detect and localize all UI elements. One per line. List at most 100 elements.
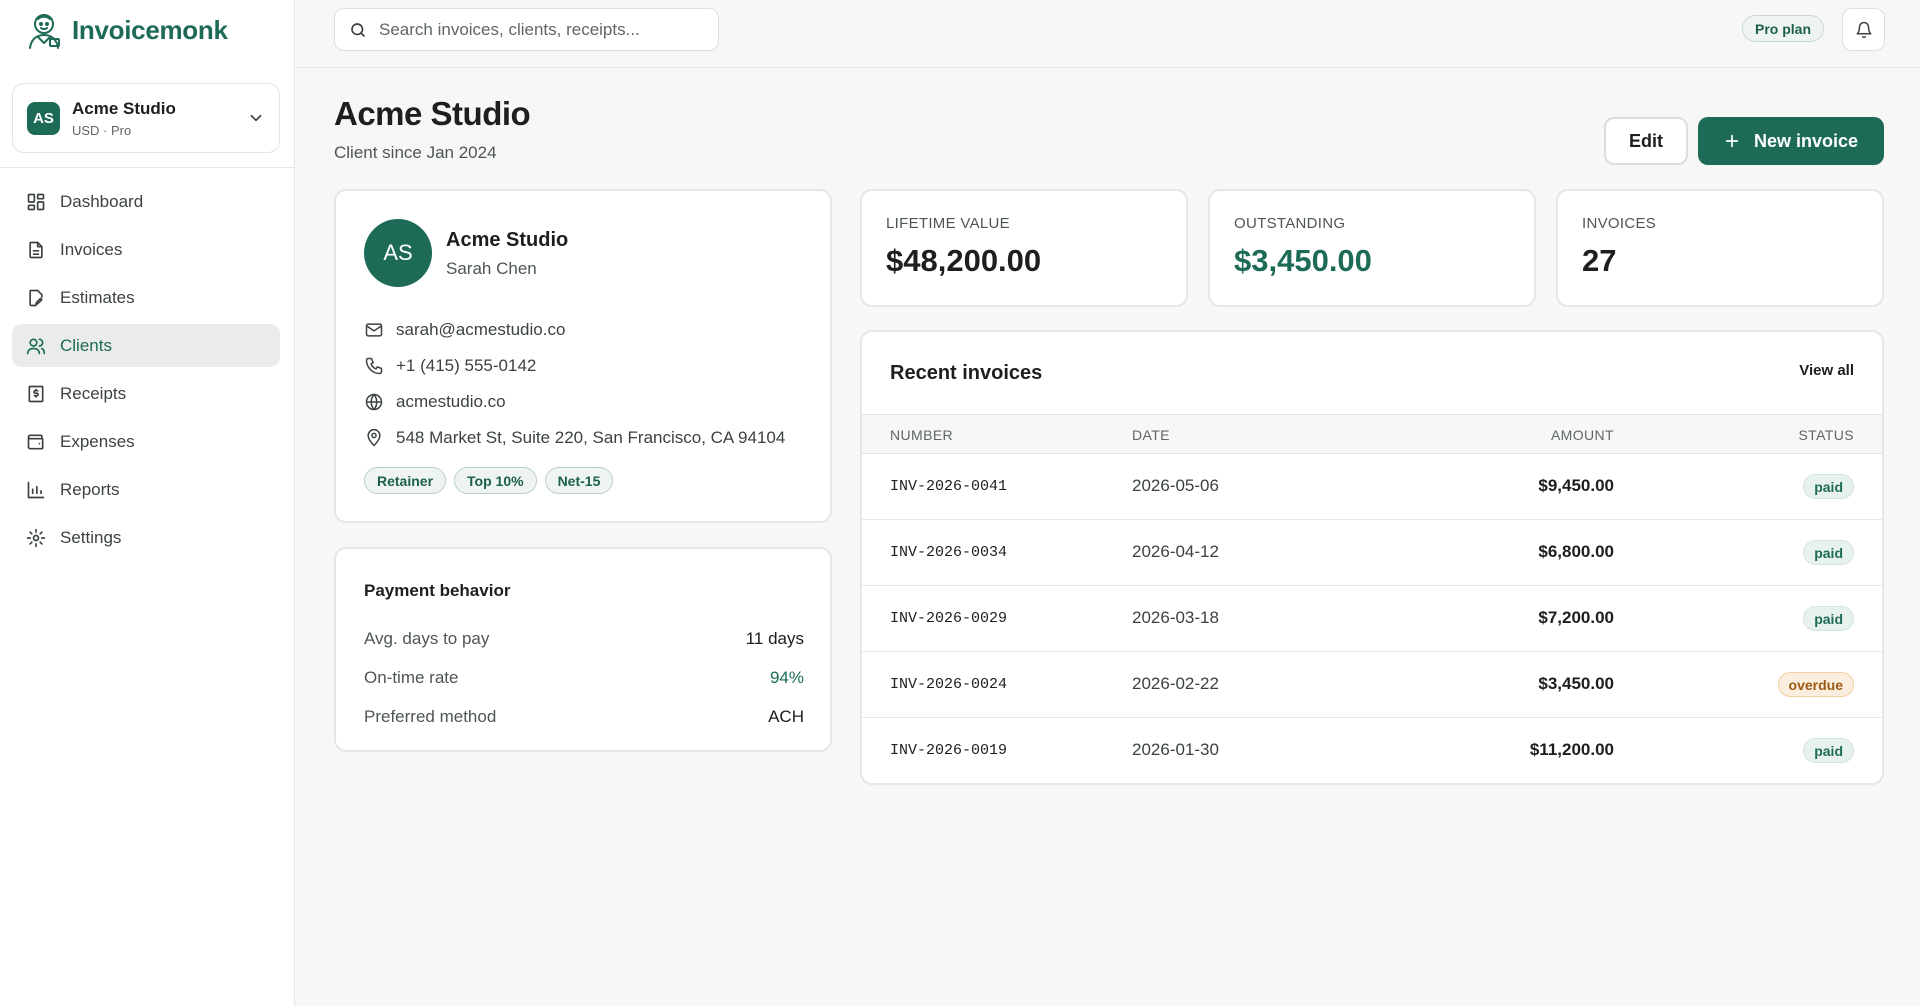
dashboard-icon (26, 192, 46, 212)
sidebar-item-dashboard[interactable]: Dashboard (12, 180, 280, 223)
mail-icon (364, 320, 396, 340)
stat-value: 27 (1582, 243, 1617, 278)
workspace-meta: USD · Pro (72, 122, 132, 138)
plus-icon (1724, 133, 1740, 149)
status-badge: paid (1803, 540, 1854, 565)
sidebar-item-label: Dashboard (60, 191, 144, 211)
metric-value: ACH (768, 706, 804, 726)
column-header-amount[interactable]: AMOUNT (1550, 427, 1614, 443)
stat-label: LIFETIME VALUE (886, 215, 1010, 232)
view-all-link[interactable]: View all (1799, 362, 1854, 379)
invoice-number[interactable]: INV-2026-0019 (890, 742, 1008, 759)
client-website[interactable]: acmestudio.co (396, 392, 506, 411)
page-title: Acme Studio (334, 95, 531, 132)
metric-label: On-time rate (364, 667, 459, 687)
phone-icon (364, 356, 396, 376)
stat-label: OUTSTANDING (1234, 215, 1346, 232)
status-badge: paid (1803, 474, 1854, 499)
table-row[interactable]: INV-2026-0019 2026-01-30 $11,200.00 paid (862, 718, 1882, 783)
stat-value: $3,450.00 (1234, 243, 1372, 278)
gear-icon (26, 528, 46, 548)
client-profile-card: AS Acme Studio Sarah Chen sarah@acmestud… (334, 189, 832, 523)
recent-invoices-title: Recent invoices (890, 362, 1043, 384)
column-header-status[interactable]: STATUS (1798, 427, 1854, 443)
sidebar-item-reports[interactable]: Reports (12, 468, 280, 511)
table-row[interactable]: INV-2026-0029 2026-03-18 $7,200.00 paid (862, 586, 1882, 652)
column-header-number[interactable]: NUMBER (890, 427, 954, 443)
client-tag[interactable]: Retainer (364, 467, 447, 494)
metric-value: 94% (769, 667, 804, 687)
sidebar-item-label: Clients (60, 335, 112, 355)
workspace-name: Acme Studio (72, 98, 176, 118)
client-email-row[interactable]: sarah@acmestudio.co (364, 312, 785, 348)
invoice-date: 2026-03-18 (1132, 608, 1219, 627)
edit-button[interactable]: Edit (1604, 117, 1688, 165)
bell-icon (1855, 21, 1873, 39)
new-invoice-label: New invoice (1753, 130, 1859, 151)
users-icon (26, 336, 46, 356)
invoice-amount: $11,200.00 (1529, 740, 1614, 759)
new-invoice-button[interactable]: New invoice (1698, 117, 1884, 165)
chevron-down-icon (247, 109, 265, 127)
invoice-date: 2026-04-12 (1132, 542, 1219, 561)
invoice-number[interactable]: INV-2026-0041 (890, 478, 1008, 495)
sidebar-item-clients[interactable]: Clients (12, 324, 280, 367)
invoice-table-body: INV-2026-0041 2026-05-06 $9,450.00 paid … (862, 454, 1882, 783)
workspace-avatar: AS (27, 101, 60, 135)
sidebar-item-expenses[interactable]: Expenses (12, 420, 280, 463)
invoice-number[interactable]: INV-2026-0034 (890, 544, 1008, 561)
stat-value: $48,200.00 (886, 243, 1042, 278)
metric-row: Preferred method ACH (364, 697, 804, 736)
client-tags: Retainer Top 10% Net-15 (364, 467, 614, 494)
column-header-date[interactable]: DATE (1132, 427, 1170, 443)
client-name: Acme Studio (446, 229, 569, 251)
table-header: NUMBER DATE AMOUNT STATUS (862, 414, 1882, 454)
sidebar-item-settings[interactable]: Settings (12, 516, 280, 559)
sidebar-item-label: Settings (60, 527, 122, 547)
invoice-amount: $6,800.00 (1538, 542, 1614, 561)
topbar: Pro plan (296, 0, 1920, 68)
app-logo[interactable]: Invoicemonk (22, 10, 228, 50)
sidebar-item-estimates[interactable]: Estimates (12, 276, 280, 319)
map-pin-icon (364, 428, 396, 448)
sidebar-item-label: Invoices (60, 239, 123, 259)
stat-card-invoices: INVOICES 27 (1556, 189, 1884, 307)
sidebar-item-invoices[interactable]: Invoices (12, 228, 280, 271)
sidebar-item-receipts[interactable]: Receipts (12, 372, 280, 415)
client-website-row[interactable]: acmestudio.co (364, 384, 785, 420)
client-phone-row[interactable]: +1 (415) 555-0142 (364, 348, 785, 384)
table-row[interactable]: INV-2026-0034 2026-04-12 $6,800.00 paid (862, 520, 1882, 586)
metric-label: Avg. days to pay (364, 628, 490, 648)
plan-badge: Pro plan (1742, 15, 1825, 42)
payment-behavior-title: Payment behavior (364, 581, 511, 600)
sidebar-divider (0, 167, 295, 168)
status-badge: paid (1803, 738, 1854, 763)
client-tag[interactable]: Top 10% (454, 467, 537, 494)
search-icon (349, 21, 367, 39)
workspace-switcher[interactable]: AS Acme Studio USD · Pro (12, 83, 280, 153)
search-input[interactable] (379, 19, 699, 40)
chart-icon (26, 480, 46, 500)
sidebar-item-label: Receipts (60, 383, 127, 403)
invoice-number[interactable]: INV-2026-0024 (890, 676, 1008, 693)
notifications-button[interactable] (1842, 8, 1885, 51)
client-email[interactable]: sarah@acmestudio.co (396, 320, 566, 339)
invoice-date: 2026-05-06 (1132, 476, 1219, 495)
client-address: 548 Market St, Suite 220, San Francisco,… (396, 428, 786, 447)
sidebar-item-label: Estimates (60, 287, 135, 307)
sidebar-nav: Dashboard Invoices Estimates Clients Rec… (12, 180, 280, 564)
status-badge: overdue (1777, 672, 1854, 697)
client-phone[interactable]: +1 (415) 555-0142 (396, 356, 537, 375)
metric-value: 11 days (745, 628, 804, 648)
invoice-icon (26, 240, 46, 260)
invoice-number[interactable]: INV-2026-0029 (890, 610, 1008, 627)
client-avatar: AS (364, 219, 432, 287)
table-row[interactable]: INV-2026-0024 2026-02-22 $3,450.00 overd… (862, 652, 1882, 718)
app-name: Invoicemonk (72, 14, 228, 45)
invoice-date: 2026-01-30 (1132, 740, 1219, 759)
search-box[interactable] (334, 8, 719, 51)
table-row[interactable]: INV-2026-0041 2026-05-06 $9,450.00 paid (862, 454, 1882, 520)
payment-behavior-card: Payment behavior Avg. days to pay 11 day… (334, 547, 832, 752)
status-badge: paid (1803, 606, 1854, 631)
client-tag[interactable]: Net-15 (544, 467, 614, 494)
